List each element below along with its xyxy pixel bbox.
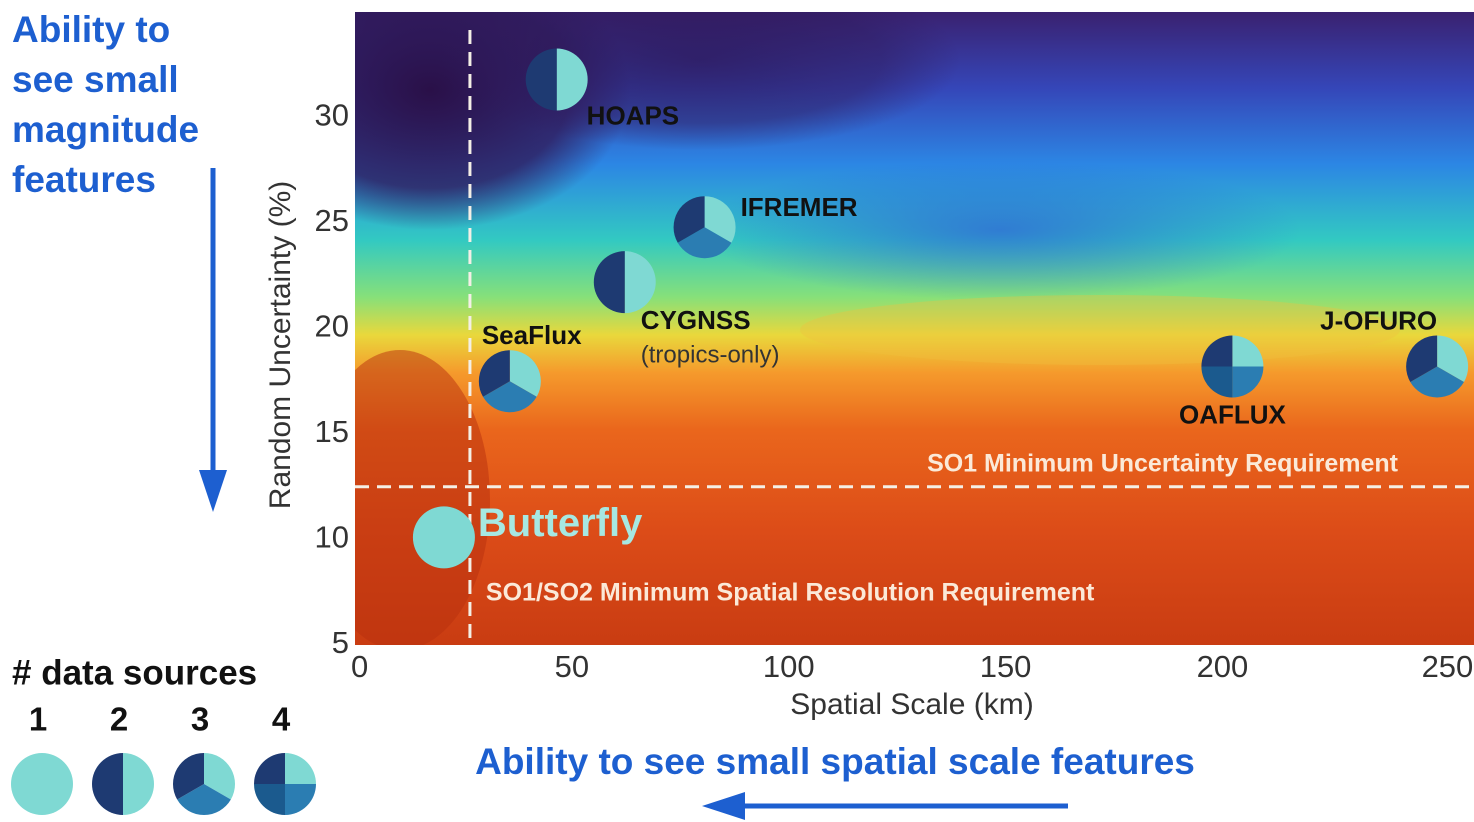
y-annotation: Ability to: [12, 9, 170, 50]
y-tick-label: 20: [315, 309, 349, 344]
x-tick-label: 100: [763, 649, 815, 684]
legend-count: 1: [29, 701, 47, 738]
y-annotation: see small: [12, 59, 179, 100]
point-label: CYGNSS: [641, 305, 751, 335]
x-tick-label: 150: [980, 649, 1032, 684]
legend-swatch: [92, 753, 154, 815]
background-field: [230, 0, 1474, 650]
x-annotation: Ability to see small spatial scale featu…: [475, 741, 1195, 782]
data-point: [526, 49, 588, 111]
data-point: [413, 506, 475, 568]
y-annotation-arrow: [199, 168, 227, 512]
data-point: [1201, 335, 1263, 397]
legend-count: 3: [191, 701, 209, 738]
data-point: [674, 196, 736, 258]
x-tick-label: 0: [351, 649, 368, 684]
pie-slice: [254, 784, 285, 815]
legend-count: 4: [272, 701, 291, 738]
legend-count: 2: [110, 701, 128, 738]
point-note: (tropics-only): [641, 341, 780, 368]
y-tick-label: 5: [332, 625, 349, 660]
legend-swatch: [173, 753, 235, 815]
data-point: [594, 251, 656, 313]
legend-swatch: [11, 753, 73, 815]
point-label: SeaFlux: [482, 320, 582, 350]
point-label: OAFLUX: [1179, 399, 1287, 429]
pie-slice: [11, 753, 73, 815]
y-axis-label: Random Uncertainty (%): [264, 181, 297, 509]
y-tick-label: 25: [315, 203, 349, 238]
point-label: J-OFURO: [1320, 305, 1437, 335]
pie-slice: [92, 753, 123, 815]
pie-slice: [413, 506, 475, 568]
pie-slice: [285, 784, 316, 815]
y-tick-label: 15: [315, 414, 349, 449]
y-annotation: magnitude: [12, 109, 199, 150]
y-tick-label: 10: [315, 520, 349, 555]
data-point: [1406, 335, 1468, 397]
reference-label: SO1/SO2 Minimum Spatial Resolution Requi…: [486, 579, 1095, 607]
data-point: [479, 350, 541, 412]
reference-label: SO1 Minimum Uncertainty Requirement: [927, 449, 1399, 477]
legend-swatch: [254, 753, 316, 815]
x-tick-label: 50: [555, 649, 589, 684]
y-tick-label: 30: [315, 98, 349, 133]
pie-slice: [254, 753, 285, 784]
chart: Spatial Scale (km) Random Uncertainty (%…: [0, 0, 1474, 822]
x-tick-label: 250: [1422, 649, 1474, 684]
pie-slice: [123, 753, 154, 815]
pie-slice: [285, 753, 316, 784]
x-axis-label: Spatial Scale (km): [790, 688, 1033, 721]
point-label: HOAPS: [587, 100, 679, 130]
x-tick-label: 200: [1197, 649, 1249, 684]
y-annotation: features: [12, 159, 156, 200]
point-label: IFREMER: [741, 192, 858, 222]
point-label: Butterfly: [478, 501, 643, 545]
legend-title: # data sources: [12, 653, 257, 692]
x-annotation-arrow: [702, 792, 1068, 820]
